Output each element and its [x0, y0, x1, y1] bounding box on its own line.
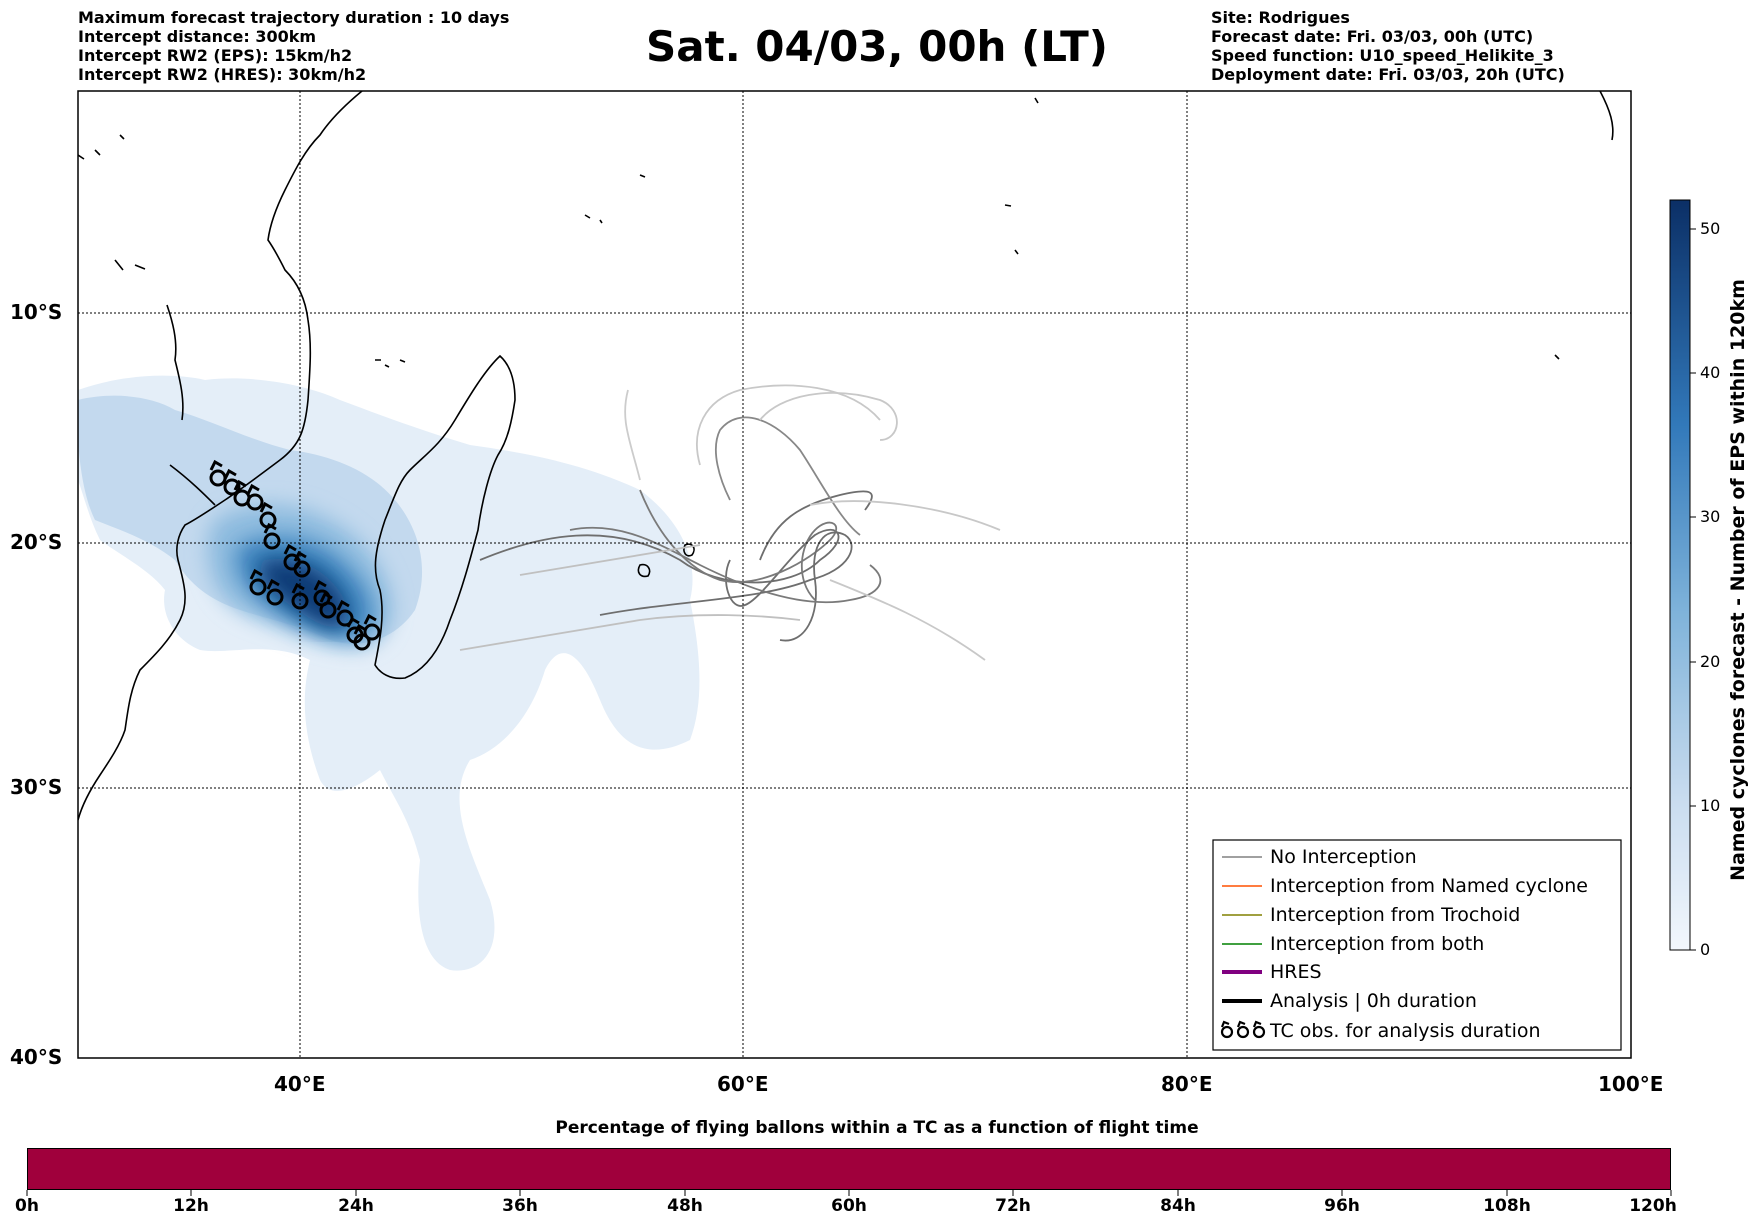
legend-label-trochoid: Interception from Trochoid — [1270, 904, 1521, 926]
flight-time-tick-108h: 108h — [1483, 1196, 1531, 1216]
trajectory-line — [759, 392, 898, 441]
chagos-coast — [1034, 97, 1560, 360]
header-left-line-3: Intercept RW2 (EPS): 15km/h2 — [78, 46, 353, 65]
flight-time-tick-48h: 48h — [667, 1196, 703, 1216]
trajectory-line — [479, 529, 840, 607]
lat-label-20s: 20°S — [10, 530, 63, 554]
legend-swatches — [1220, 856, 1266, 1039]
legend-label-analysis: Analysis | 0h duration — [1270, 990, 1477, 1012]
flight-time-tick-60h: 60h — [831, 1196, 867, 1216]
cyclone-icon — [263, 522, 281, 550]
cyclone-icon — [293, 550, 311, 578]
colorbar-tick-40: 40 — [1700, 363, 1721, 382]
trajectory-line — [759, 490, 873, 561]
header-left: Maximum forecast trajectory duration : 1… — [78, 8, 509, 84]
legend-box — [1212, 839, 1622, 1051]
grid — [78, 91, 1631, 1058]
mauritius-coast — [683, 543, 695, 557]
legend-label-named-cyclone: Interception from Named cyclone — [1270, 875, 1588, 897]
trajectory-line — [639, 489, 837, 601]
lake-malawi — [166, 304, 184, 421]
cyclone-icon — [223, 468, 241, 496]
seychelles-coast — [584, 174, 1019, 255]
comoros-coast — [375, 359, 406, 368]
flight-time-tick-36h: 36h — [502, 1196, 538, 1216]
trajectory-line — [829, 579, 986, 661]
colorbar — [1669, 199, 1691, 951]
header-right-line-4: Deployment date: Fri. 03/03, 20h (UTC) — [1211, 65, 1565, 84]
legend-swatch-tc-obs — [1220, 1020, 1266, 1039]
colorbar-title: Named cyclones forecast - Number of EPS … — [1727, 279, 1749, 881]
trajectory-line — [459, 614, 801, 651]
flight-time-tick-12h: 12h — [173, 1196, 209, 1216]
trajectory-line — [624, 389, 641, 481]
trajectories — [459, 384, 1001, 661]
flight-time-title: Percentage of flying ballons within a TC… — [555, 1118, 1199, 1138]
cyclone-icon — [291, 582, 309, 610]
cyclone-icon — [249, 568, 267, 596]
lat-label-10s: 10°S — [10, 300, 63, 324]
header-right-line-2: Forecast date: Fri. 03/03, 00h (UTC) — [1211, 27, 1534, 46]
lat-label-40s: 40°S — [10, 1045, 63, 1069]
header-right-line-1: Site: Rodrigues — [1211, 8, 1350, 27]
header-left-line-1: Maximum forecast trajectory duration : 1… — [78, 8, 510, 27]
legend-label-tc-obs: TC obs. for analysis duration — [1270, 1020, 1541, 1042]
tc-observations — [209, 459, 381, 651]
density-field — [78, 375, 700, 971]
header-left-line-2: Intercept distance: 300km — [78, 27, 317, 46]
legend-label-hres: HRES — [1270, 961, 1322, 983]
trajectory-line — [809, 500, 1001, 531]
lon-label-100e: 100°E — [1598, 1072, 1664, 1096]
flight-time-tick-84h: 84h — [1160, 1196, 1196, 1216]
trajectory-line — [569, 526, 882, 604]
page-title: Sat. 04/03, 00h (LT) — [646, 22, 1108, 71]
flight-time-tick-24h: 24h — [338, 1196, 374, 1216]
lon-label-40e: 40°E — [274, 1072, 326, 1096]
colorbar-tick-50: 50 — [1700, 219, 1721, 238]
header-right-line-3: Speed function: U10_speed_Helikite_3 — [1211, 46, 1554, 65]
lon-label-60e: 60°E — [717, 1072, 769, 1096]
header-left-line-4: Intercept RW2 (HRES): 30km/h2 — [78, 65, 367, 84]
reunion-coast — [637, 563, 651, 578]
coastlines — [78, 91, 1614, 821]
cyclone-icon — [353, 623, 371, 651]
colorbar-ticks — [1690, 228, 1696, 951]
flight-time-tick-72h: 72h — [995, 1196, 1031, 1216]
cyclone-icon — [266, 578, 284, 606]
trajectory-line — [715, 416, 861, 536]
colorbar-tick-10: 10 — [1700, 796, 1721, 815]
trajectory-line — [696, 384, 881, 466]
africa-coast — [78, 91, 363, 821]
map-frame — [77, 90, 1632, 1059]
header-right: Site: Rodrigues Forecast date: Fri. 03/0… — [1211, 8, 1565, 84]
legend-label-no-interception: No Interception — [1270, 846, 1417, 868]
madagascar-coast — [374, 354, 516, 680]
colorbar-tick-20: 20 — [1700, 652, 1721, 671]
lat-label-30s: 30°S — [10, 775, 63, 799]
tanzania-islands — [78, 134, 146, 271]
colorbar-tick-0: 0 — [1700, 940, 1711, 959]
flight-time-tick-120h: 120h — [1629, 1196, 1677, 1216]
cyclone-icon — [246, 483, 264, 511]
flight-time-bar — [27, 1148, 1671, 1190]
colorbar-tick-30: 30 — [1700, 507, 1721, 526]
cyclone-icon — [363, 613, 381, 641]
flight-time-tick-0h: 0h — [15, 1196, 39, 1216]
flight-time-ticks — [26, 1190, 1672, 1196]
east-coast-stub — [1599, 91, 1614, 141]
trajectory-line — [519, 544, 701, 576]
cyclone-icon — [319, 591, 337, 619]
lon-label-80e: 80°E — [1161, 1072, 1213, 1096]
mozambique-river — [169, 464, 216, 506]
flight-time-tick-96h: 96h — [1324, 1196, 1360, 1216]
legend-label-both: Interception from both — [1270, 933, 1485, 955]
density-level-5 — [259, 558, 348, 628]
density-level-1b — [466, 543, 648, 695]
